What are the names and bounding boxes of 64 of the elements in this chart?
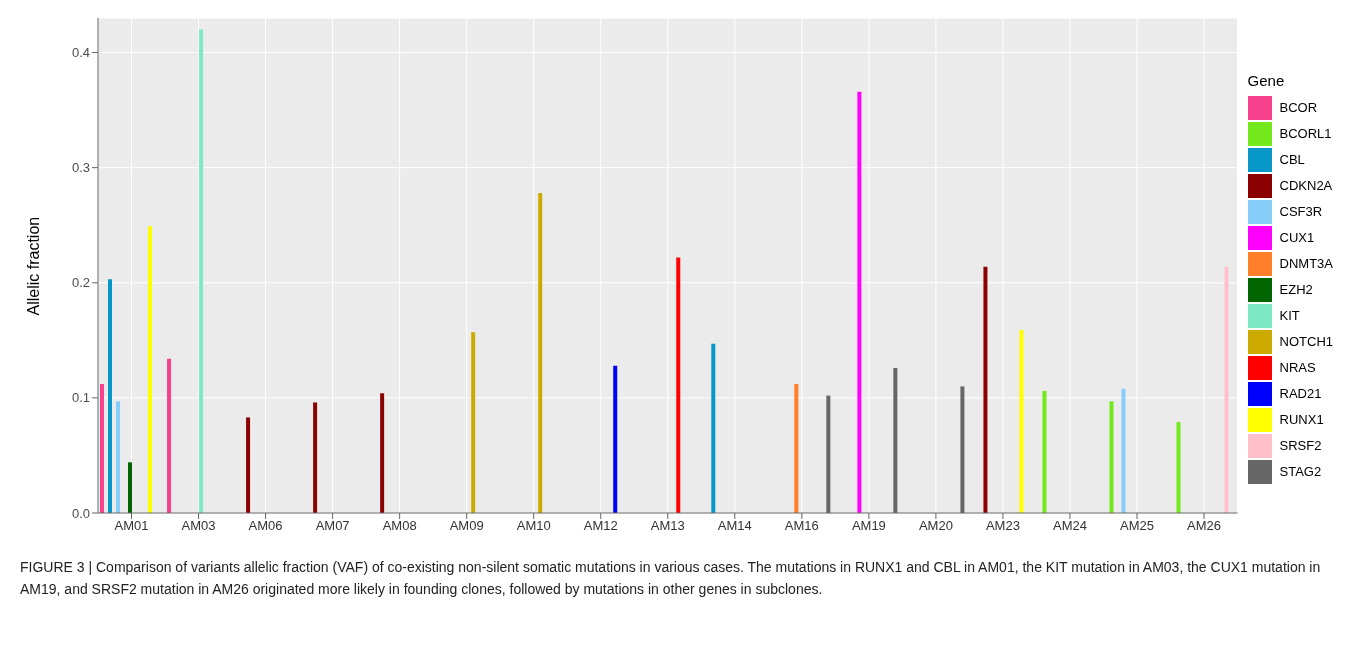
bar xyxy=(1176,422,1181,513)
x-tick-label: AM06 xyxy=(248,518,283,534)
x-tick-label: AM14 xyxy=(717,518,752,534)
legend-label: RAD21 xyxy=(1279,386,1322,401)
x-tick-label: AM23 xyxy=(985,518,1020,534)
legend-label: BCOR xyxy=(1279,100,1318,115)
x-tick-label: AM13 xyxy=(650,518,685,534)
bar xyxy=(380,393,385,513)
legend-label: CUX1 xyxy=(1279,230,1315,245)
y-tick-label: 0.0 xyxy=(71,505,90,521)
y-tick-label: 0.3 xyxy=(71,160,90,176)
bar xyxy=(128,462,133,513)
x-tick-label: AM08 xyxy=(382,518,417,534)
bar xyxy=(538,192,543,513)
legend-label: EZH2 xyxy=(1279,282,1313,297)
x-tick-label: AM20 xyxy=(918,518,953,534)
legend-title: Gene xyxy=(1247,71,1286,89)
legend-label: RUNX1 xyxy=(1279,412,1324,427)
bar xyxy=(1109,401,1114,513)
bar xyxy=(794,384,799,513)
legend-label: NRAS xyxy=(1279,360,1316,375)
legend-label: SRSF2 xyxy=(1279,438,1322,453)
bar xyxy=(199,29,204,513)
bar xyxy=(1019,329,1024,513)
x-tick-label: AM16 xyxy=(784,518,819,534)
x-tick-label: AM01 xyxy=(114,518,149,534)
bar xyxy=(116,401,121,513)
bar xyxy=(1042,390,1047,513)
bar xyxy=(1224,266,1229,513)
bar xyxy=(1121,388,1126,513)
y-tick-label: 0.4 xyxy=(71,45,90,61)
x-tick-label: AM03 xyxy=(181,518,216,534)
x-tick-label: AM09 xyxy=(449,518,484,534)
x-tick-label: AM10 xyxy=(516,518,551,534)
bar xyxy=(711,343,716,513)
legend-label: CSF3R xyxy=(1279,204,1323,219)
x-tick-label: AM19 xyxy=(851,518,886,534)
bar xyxy=(246,417,251,513)
bar xyxy=(148,226,153,513)
x-tick-label: AM24 xyxy=(1052,518,1087,534)
legend-label: KIT xyxy=(1279,308,1300,323)
legend-label: BCORL1 xyxy=(1279,126,1332,141)
legend-label: NOTCH1 xyxy=(1279,334,1333,349)
x-tick-label: AM12 xyxy=(583,518,618,534)
x-tick-label: AM26 xyxy=(1187,518,1222,534)
x-tick-label: AM25 xyxy=(1120,518,1154,534)
bar xyxy=(676,257,681,513)
bar xyxy=(313,402,318,513)
bar xyxy=(471,332,476,513)
y-tick-label: 0.2 xyxy=(71,275,90,291)
y-tick-label: 0.1 xyxy=(71,390,90,406)
legend-label: CBL xyxy=(1279,152,1305,167)
caption: FIGURE 3 | Comparison of variants allelic fraction (VAF) of co-existing non-silent somatic mutations in various cases. The mutations in RUNX1 and CBL in AM01, the KIT mutation in AM03, the CUX1 mutation in AM19, and SRSF2 mutation in AM26 originated more likely in founding clones, followed by mutations in other genes in subclones. xyxy=(20,558,1322,599)
legend-label: CDKN2A xyxy=(1279,178,1333,193)
bar xyxy=(983,266,988,513)
y-axis-title: Allelic fraction xyxy=(24,216,42,316)
bar xyxy=(108,279,113,513)
bar xyxy=(100,384,105,513)
bar xyxy=(613,365,618,513)
legend-label: DNMT3A xyxy=(1279,256,1333,271)
x-tick-label: AM07 xyxy=(315,518,350,534)
bar xyxy=(857,91,862,513)
legend-label: STAG2 xyxy=(1279,464,1322,479)
bar xyxy=(167,358,172,513)
